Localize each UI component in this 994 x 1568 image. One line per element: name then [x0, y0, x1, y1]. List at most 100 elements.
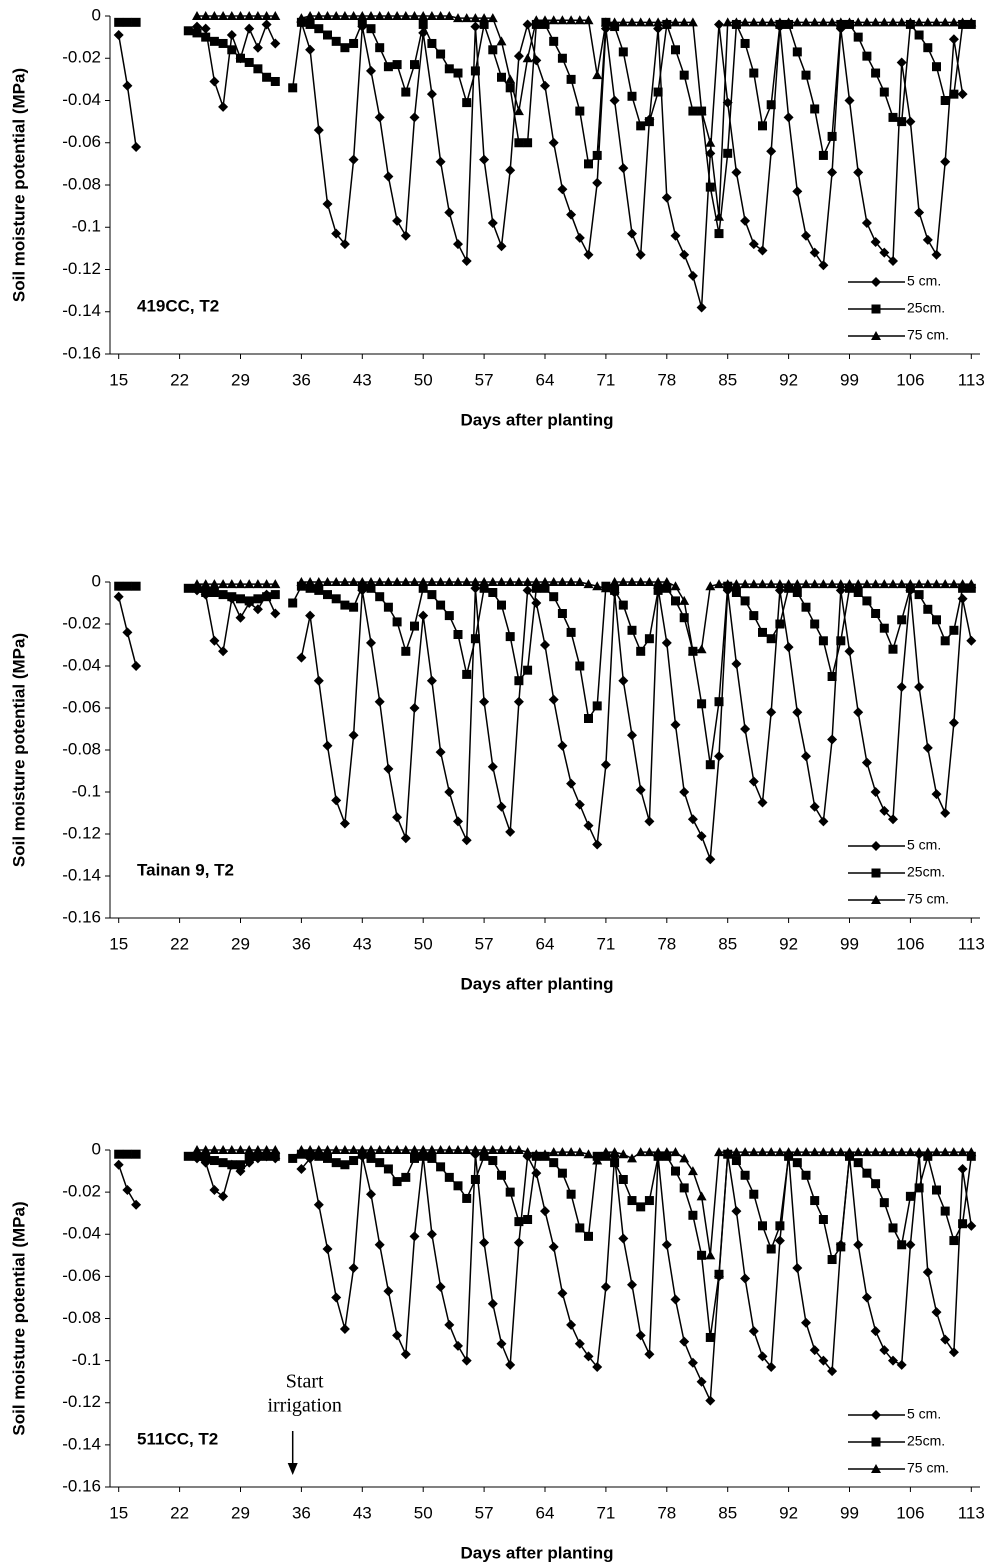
- marker-square: [392, 60, 402, 70]
- marker-diamond: [392, 215, 403, 226]
- x-tick-label: 99: [840, 934, 859, 953]
- marker-diamond: [200, 23, 211, 34]
- marker-triangle: [366, 577, 376, 586]
- marker-square: [653, 87, 663, 97]
- marker-triangle: [801, 1147, 811, 1157]
- marker-diamond: [670, 230, 681, 241]
- marker-diamond: [313, 1199, 324, 1210]
- marker-triangle: [374, 1145, 385, 1154]
- marker-square: [671, 45, 680, 55]
- marker-square: [784, 1151, 794, 1161]
- marker-diamond: [540, 80, 550, 91]
- marker-square: [497, 72, 506, 82]
- marker-triangle: [766, 579, 777, 589]
- marker-diamond: [383, 763, 394, 774]
- marker-square: [871, 1437, 881, 1447]
- legend-label: 5 cm.: [907, 273, 941, 289]
- marker-diamond: [714, 751, 724, 762]
- x-tick-label: 57: [475, 370, 494, 389]
- marker-triangle: [270, 579, 281, 589]
- marker-diamond: [574, 232, 585, 243]
- y-tick-label: -0.12: [62, 259, 101, 278]
- marker-triangle: [400, 577, 411, 586]
- marker-square: [871, 304, 881, 314]
- marker-square: [871, 868, 881, 878]
- marker-triangle: [922, 1147, 933, 1157]
- marker-square: [131, 17, 141, 27]
- marker-triangle: [313, 11, 324, 20]
- marker-diamond: [131, 1199, 142, 1210]
- marker-square: [932, 1185, 941, 1195]
- marker-square: [653, 1151, 663, 1161]
- marker-triangle: [357, 1145, 368, 1154]
- marker-diamond: [487, 761, 498, 772]
- marker-square: [505, 83, 515, 93]
- marker-diamond: [748, 1326, 759, 1337]
- marker-triangle: [400, 1145, 411, 1154]
- marker-diamond: [740, 1273, 751, 1284]
- marker-square: [218, 1158, 228, 1168]
- marker-diamond: [305, 610, 316, 621]
- marker-square: [375, 43, 385, 53]
- marker-triangle: [470, 577, 481, 586]
- marker-square: [201, 32, 211, 42]
- marker-triangle: [487, 577, 498, 586]
- marker-diamond: [687, 814, 698, 825]
- marker-triangle: [783, 579, 794, 589]
- marker-square: [775, 1221, 785, 1231]
- marker-triangle: [809, 17, 820, 27]
- marker-square: [775, 619, 785, 629]
- marker-square: [731, 588, 741, 597]
- marker-diamond: [540, 640, 550, 650]
- marker-diamond: [383, 1286, 394, 1297]
- marker-square: [932, 62, 941, 72]
- marker-diamond: [844, 95, 855, 106]
- annotation-text: Start: [286, 1371, 324, 1393]
- marker-square: [836, 636, 846, 646]
- marker-triangle: [853, 1147, 864, 1157]
- marker-square: [714, 229, 724, 239]
- marker-triangle: [209, 579, 220, 589]
- marker-diamond: [801, 230, 811, 241]
- marker-diamond: [522, 19, 533, 30]
- marker-square: [305, 19, 315, 29]
- marker-diamond: [444, 207, 455, 218]
- marker-triangle: [348, 1145, 359, 1154]
- marker-diamond: [113, 591, 124, 602]
- y-tick-label: -0.02: [62, 48, 101, 67]
- marker-diamond: [366, 65, 376, 76]
- marker-square: [323, 1153, 332, 1163]
- marker-square: [296, 17, 306, 27]
- marker-triangle: [670, 581, 681, 591]
- marker-triangle: [835, 17, 846, 27]
- marker-square: [627, 1196, 637, 1206]
- marker-diamond: [792, 707, 803, 718]
- marker-square: [540, 583, 550, 593]
- marker-square: [357, 1149, 367, 1159]
- marker-square: [244, 57, 254, 67]
- marker-triangle: [731, 1147, 742, 1157]
- marker-square: [497, 600, 506, 610]
- marker-diamond: [331, 795, 342, 806]
- x-tick-label: 36: [292, 1503, 311, 1522]
- marker-triangle: [966, 579, 977, 589]
- marker-diamond: [809, 247, 820, 258]
- marker-triangle: [522, 53, 533, 63]
- marker-diamond: [740, 724, 751, 734]
- marker-triangle: [618, 1149, 629, 1159]
- marker-square: [227, 45, 237, 55]
- marker-triangle: [948, 1147, 959, 1157]
- marker-square: [505, 632, 515, 642]
- marker-square: [375, 592, 385, 602]
- marker-diamond: [400, 833, 411, 844]
- x-tick-label: 15: [109, 1503, 128, 1522]
- marker-diamond: [461, 1355, 472, 1366]
- marker-square: [801, 70, 811, 80]
- marker-triangle: [313, 577, 324, 586]
- marker-diamond: [592, 839, 603, 850]
- marker-triangle: [774, 1147, 785, 1157]
- marker-square: [296, 1149, 306, 1159]
- marker-triangle: [870, 1147, 881, 1157]
- marker-triangle: [305, 1145, 316, 1154]
- marker-diamond: [322, 740, 333, 751]
